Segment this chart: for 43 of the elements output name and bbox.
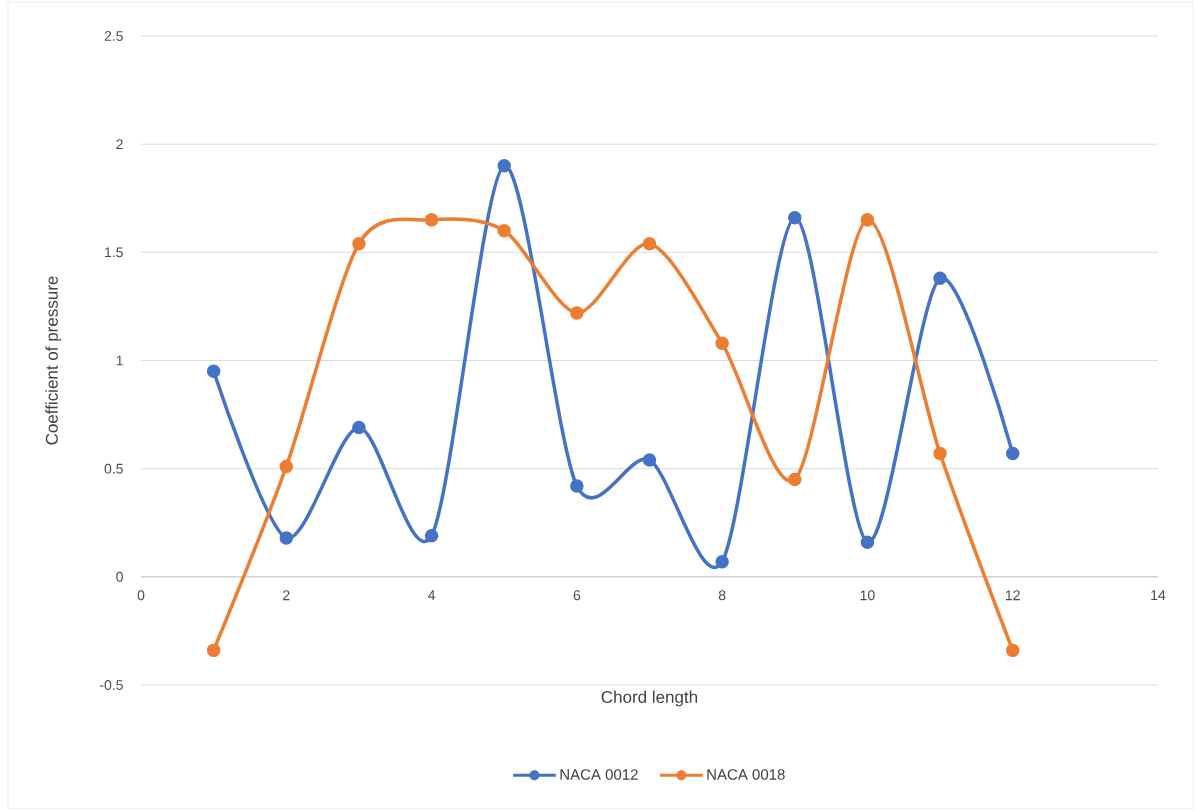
point [206, 643, 221, 658]
x-tick-label: 2 [283, 590, 290, 601]
point [570, 479, 584, 493]
point [279, 531, 294, 545]
point [570, 306, 584, 320]
y-tick-label: 0 [116, 571, 123, 582]
x-tick-label: 14 [1151, 590, 1166, 600]
y-tick-label: 2.5 [104, 31, 123, 41]
point [352, 236, 366, 251]
legend-label: NACA 0012 [560, 769, 638, 780]
y-tick-label: -0.5 [99, 680, 123, 690]
point [715, 554, 729, 569]
point [1005, 643, 1020, 658]
x-tick-label: 12 [1005, 590, 1020, 601]
point [715, 336, 729, 350]
y-tick-label: 1.5 [105, 247, 123, 258]
x-tick-label: 4 [428, 590, 436, 600]
point [424, 213, 439, 227]
point [642, 236, 657, 251]
x-tick-label: 0 [137, 590, 145, 601]
point [933, 271, 947, 286]
y-axis-title: Coefficient of pressure [45, 276, 62, 445]
point [279, 459, 294, 474]
point [642, 453, 657, 467]
point [206, 364, 221, 379]
point [860, 213, 875, 227]
x-axis-title: Chord length [601, 690, 698, 707]
point [860, 535, 875, 549]
point [788, 472, 802, 487]
point [933, 446, 947, 461]
y-tick-label: 0.5 [104, 463, 123, 474]
x-tick-label: 6 [573, 590, 581, 601]
legend-label: NACA 0018 [707, 769, 785, 780]
x-tick-label: 10 [860, 590, 875, 601]
x-tick-label: 8 [718, 590, 726, 601]
point [497, 159, 511, 173]
point [1005, 446, 1020, 461]
y-tick-label: 2 [116, 139, 123, 150]
point [497, 223, 511, 238]
point [788, 210, 802, 225]
point [352, 420, 366, 435]
y-tick-label: 1 [116, 355, 123, 366]
point [424, 528, 439, 543]
